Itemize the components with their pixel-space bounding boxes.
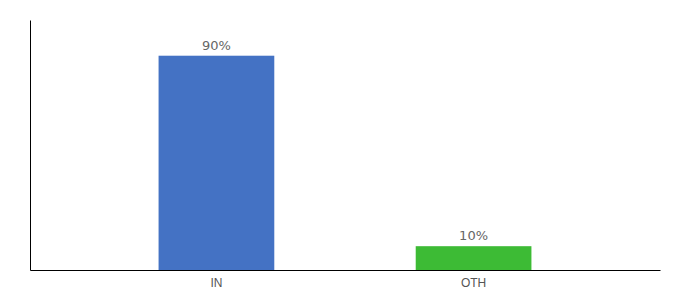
x-tick: OTH	[461, 276, 486, 290]
x-tick-label: OTH	[461, 276, 486, 290]
data-label: 90%	[202, 38, 231, 53]
bar	[416, 246, 532, 270]
bar	[159, 56, 275, 270]
x-axis-line	[31, 270, 661, 271]
y-axis-line	[30, 21, 31, 271]
chart: IN OTH 90% 10%	[0, 0, 680, 300]
plot: IN OTH 90% 10%	[31, 21, 661, 290]
data-label: 10%	[459, 228, 488, 243]
x-tick-label: IN	[210, 276, 222, 290]
x-axis: IN OTH	[31, 271, 661, 290]
y-axis	[30, 21, 31, 271]
x-tick: IN	[210, 276, 222, 290]
bars	[159, 56, 532, 270]
data-labels: 90% 10%	[202, 38, 488, 243]
